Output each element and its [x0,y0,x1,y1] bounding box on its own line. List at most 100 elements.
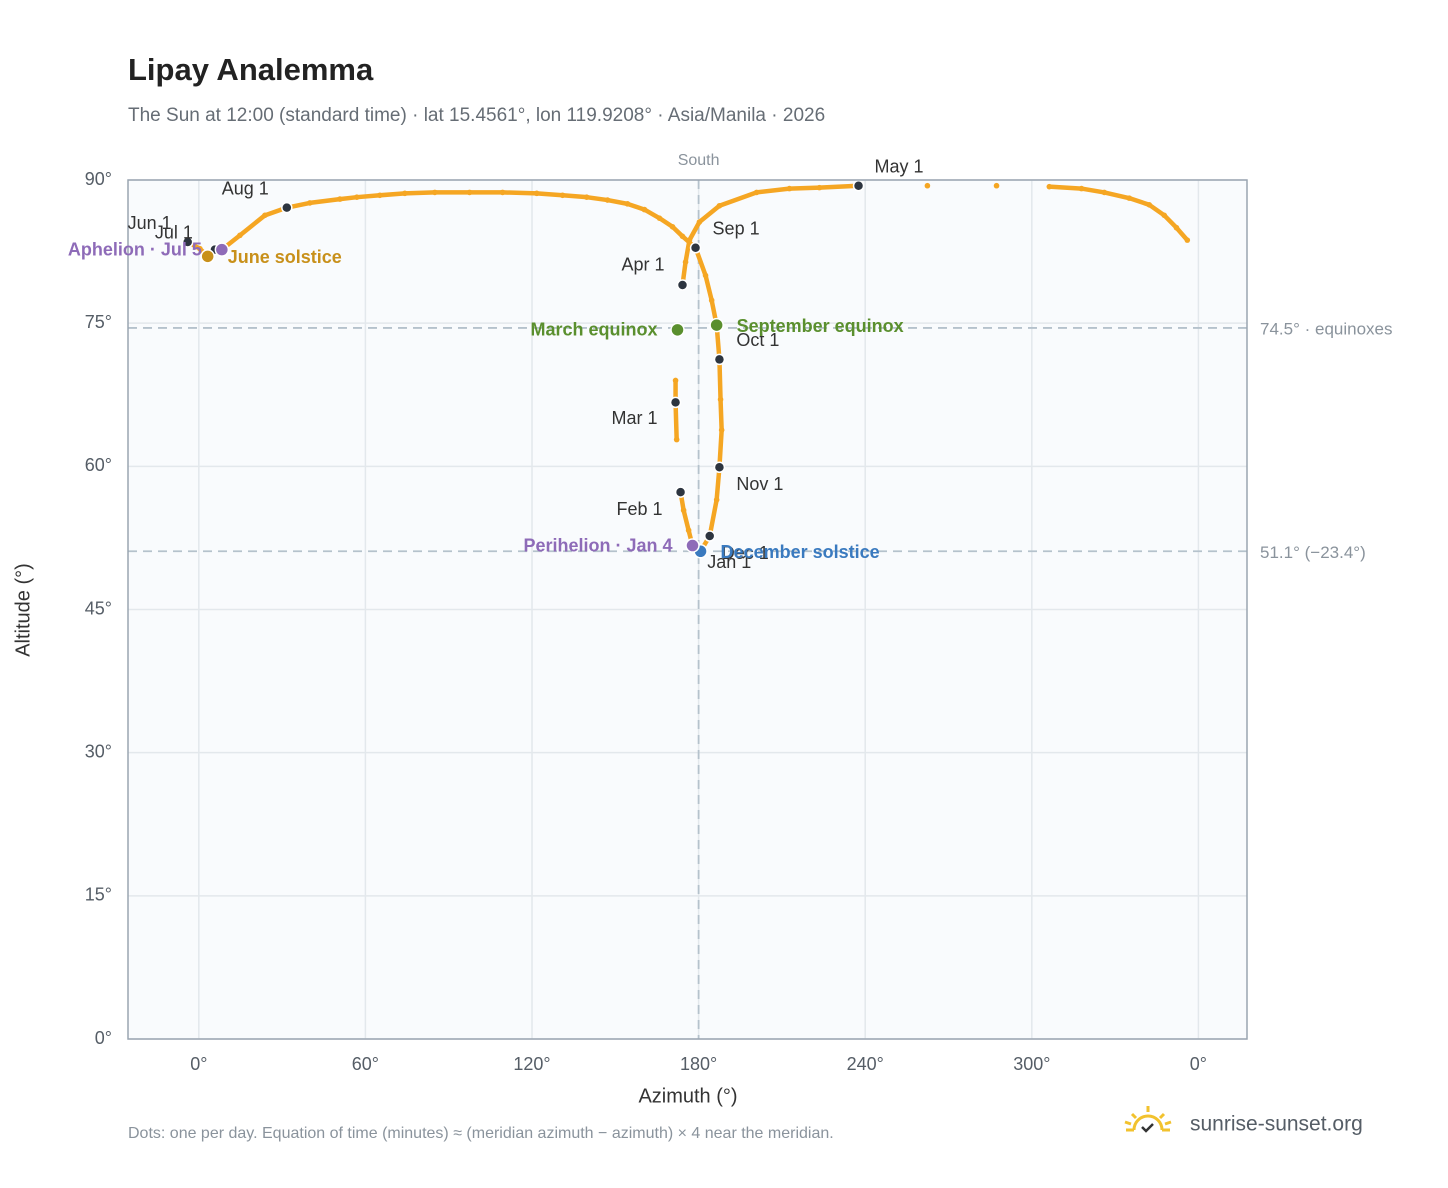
reference-label: 74.5° · equinoxes [1260,319,1393,338]
sun-dot [713,496,720,503]
sun-dot [669,223,676,230]
curve-segment [1127,195,1152,208]
x-tick-label: 0° [190,1054,207,1074]
sun-dot [604,197,611,203]
curve-segment [687,219,702,243]
curve-segment [718,397,724,433]
chart-subtitle: The Sun at 12:00 (standard time) · lat 1… [128,105,825,126]
sun-dot [307,200,313,206]
month-label: Jan 1 [707,552,751,572]
reference-lines [128,180,1247,1039]
curve-segment [584,194,610,203]
x-tick-label: 120° [513,1054,550,1074]
sun-dot [499,189,506,196]
curve-segment [307,196,343,206]
y-tick-label: 75° [85,312,112,332]
y-tick-label: 30° [85,741,112,761]
sun-dot [1126,195,1133,201]
sun-dot [583,194,590,200]
sun-dot [237,232,243,239]
x-tick-label: 240° [847,1054,884,1074]
plot-frame [127,179,1248,1040]
curve-segment [642,207,662,221]
event-marker [214,242,230,257]
event-marker [200,249,215,264]
month-marker [703,530,716,542]
curve-segment [717,357,723,402]
curve-segment [560,193,589,200]
sun-dot [686,237,693,243]
sun-dot [718,427,725,433]
curve-segment [703,273,714,303]
curve-segment [1147,202,1167,218]
brand-name: sunrise-sunset.org [1190,1113,1363,1136]
event-label: Aphelion · Jul 5 [68,239,202,259]
month-marker [713,353,726,366]
month-label: Jun 1 [128,213,172,233]
sun-dot [702,272,709,279]
month-label: Aug 1 [222,178,269,198]
sun-dot [717,396,724,403]
curve-segment [402,190,438,196]
curve-segment [787,185,822,191]
sun-dot [1101,189,1108,196]
sun-dot [993,182,1000,189]
sun-dot [337,196,343,202]
month-label: Apr 1 [621,255,664,275]
event-label: December solstice [721,542,880,562]
y-tick-label: 15° [85,885,112,905]
sun-dot [641,206,648,213]
brand-logo [1124,1106,1172,1133]
footnote: Dots: one per day. Equation of time (min… [128,1125,834,1142]
curve-segment [817,183,861,190]
y-tick-label: 60° [85,455,112,475]
sun-dot [680,507,687,514]
sun-dot [816,184,823,191]
month-marker [674,486,687,498]
event-marker [685,538,700,553]
month-marker [713,461,726,474]
curve-segment [707,497,719,539]
chart-title: Lipay Analemma [128,52,374,87]
curve-segment [1162,213,1179,230]
month-marker [669,396,682,409]
sun-dot [1146,202,1153,208]
event-marker [670,322,685,338]
curve-segment [377,191,408,198]
sun-dot [1046,183,1053,190]
sun-dot [656,215,663,221]
event-marker [709,317,724,333]
meridian-label: South [678,152,720,169]
sun-dot [197,245,203,252]
x-axis-label: Azimuth (°) [638,1085,737,1107]
sun-dot [708,297,715,304]
curve-segment [500,190,539,196]
y-tick-label: 45° [85,598,112,618]
sun-dot [353,194,360,200]
x-tick-label: 300° [1013,1054,1050,1074]
sun-dot [1078,185,1085,192]
sun-dot [432,189,438,196]
month-label: Nov 1 [736,474,783,494]
curve-segment [534,191,565,198]
sun-dot [533,190,540,197]
curve-segment [337,194,360,202]
sun-dot [753,189,760,196]
y-tick-label: 90° [85,169,112,189]
event-label: Perihelion · Jan 4 [523,535,672,555]
month-label: Mar 1 [612,408,658,428]
month-marker [181,236,194,248]
month-label: Feb 1 [617,499,663,519]
sun-dot [679,233,686,240]
month-marker [689,242,702,254]
curve-segment [673,400,679,442]
curve-segment [681,507,691,533]
x-tick-label: 180° [680,1054,717,1074]
sun-dot [786,185,793,192]
curve-segment [237,213,268,238]
month-label: Jul 1 [155,222,193,242]
month-label: Sep 1 [713,219,760,239]
marks [181,179,1191,559]
sun-dot [924,182,931,189]
